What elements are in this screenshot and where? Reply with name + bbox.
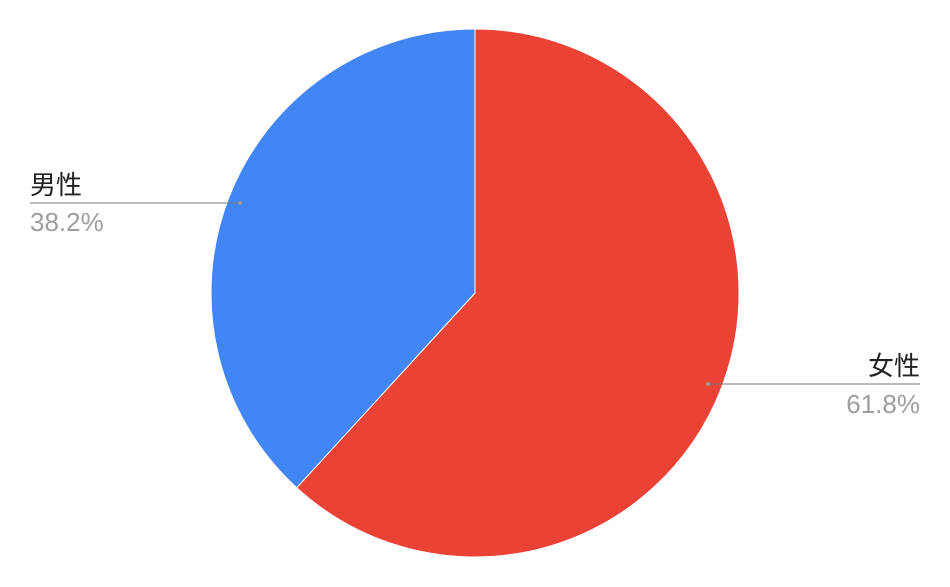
slice-value-male: 38.2%	[30, 207, 104, 237]
slice-label-male: 男性	[30, 171, 82, 201]
slice-value-female: 61.8%	[846, 389, 920, 419]
slice-label-female: 女性	[868, 352, 920, 382]
callout-dot-male	[238, 201, 242, 205]
pie-slice-1	[210, 28, 476, 489]
callout-dot-female	[706, 382, 710, 386]
pie-slice-0	[296, 28, 740, 558]
